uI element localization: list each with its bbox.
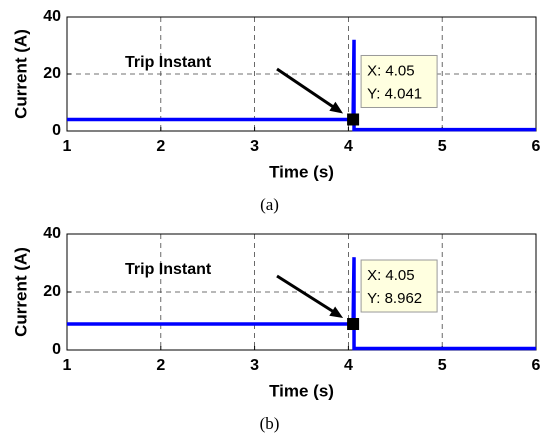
- x-tick-label: 2: [156, 357, 165, 374]
- x-tick-label: 6: [532, 138, 541, 155]
- datatip-box: [360, 54, 438, 108]
- plot-frame: [66, 233, 537, 351]
- datatip-marker: [347, 318, 360, 331]
- y-tick-label: 20: [43, 283, 61, 300]
- caption: (b): [260, 414, 280, 433]
- x-tick-label: 3: [250, 138, 259, 155]
- x-tick-label: 1: [63, 357, 72, 374]
- x-tick-label: 4: [344, 138, 353, 155]
- x-tick-label: 4: [344, 357, 353, 374]
- y-tick-label: 40: [43, 225, 61, 242]
- x-axis-label: Time (s): [269, 162, 334, 181]
- datatip-label: Y: 4.041: [367, 85, 422, 102]
- x-axis-label: Time (s): [269, 381, 334, 400]
- y-tick-label: 20: [43, 65, 61, 82]
- x-tick-label: 3: [250, 357, 259, 374]
- arrow-head: [329, 101, 344, 114]
- annotation-arrow: [276, 274, 338, 316]
- plot-frame: [66, 16, 537, 132]
- annotation: Trip Instant: [125, 54, 212, 71]
- x-tick-label: 6: [532, 357, 541, 374]
- x-tick-label: 5: [438, 138, 447, 155]
- datatip-label: X: 4.05: [367, 267, 415, 284]
- datatip-marker: [347, 113, 360, 126]
- annotation: Trip Instant: [125, 261, 212, 278]
- y-axis-label: Current (A): [11, 29, 30, 119]
- arrow-head: [329, 306, 344, 319]
- data-line: [67, 257, 536, 351]
- data-line: [67, 39, 536, 132]
- y-axis-label: Current (A): [11, 247, 30, 337]
- x-tick-label: 1: [63, 138, 72, 155]
- annotation-arrow: [276, 67, 338, 111]
- caption: (a): [260, 195, 279, 214]
- datatip-label: Y: 8.962: [367, 290, 422, 307]
- x-tick-label: 5: [438, 357, 447, 374]
- x-tick-label: 2: [156, 138, 165, 155]
- y-tick-label: 40: [43, 8, 61, 25]
- y-tick-label: 0: [52, 341, 61, 358]
- datatip-label: X: 4.05: [367, 62, 415, 79]
- y-tick-label: 0: [52, 122, 61, 139]
- datatip-box: [360, 259, 438, 313]
